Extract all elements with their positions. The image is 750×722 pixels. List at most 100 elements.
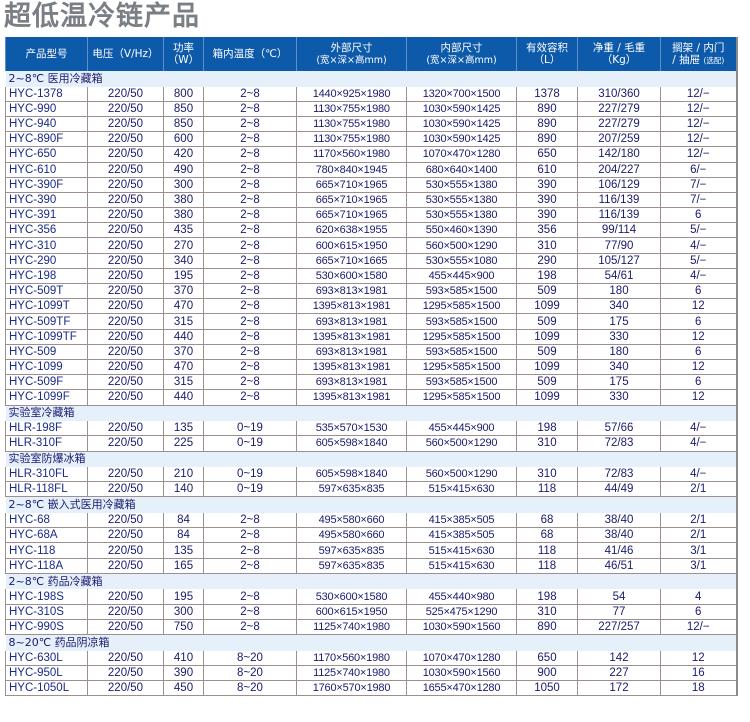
cell-temperature: 2~8: [203, 542, 297, 559]
cell-volume: 310: [516, 467, 578, 483]
header-temperature: 箱内温度（℃）: [203, 37, 297, 71]
cell-weight: 46/51: [577, 558, 661, 574]
cell-inner-size: 515×415×630: [406, 481, 517, 498]
cell-outer-size: 597×635×835: [296, 542, 407, 559]
table-row: HYC-950L 220/50 390 8~20 1125×740×1980 1030×5…: [5, 665, 737, 681]
cell-model: HYC-1099F: [5, 389, 88, 406]
cell-temperature: 8~20: [203, 665, 297, 681]
cell-weight: 106/129: [577, 177, 661, 193]
cell-voltage: 220/50: [87, 389, 164, 406]
table-row: HYC-198S 220/50 195 2~8 530×600×1580 455×440×…: [5, 589, 737, 605]
cell-power: 84: [163, 513, 204, 529]
cell-volume: 118: [516, 558, 578, 574]
cell-inner-size: 415×385×505: [406, 513, 517, 529]
cell-volume: 290: [516, 253, 578, 269]
cell-temperature: 2~8: [203, 146, 297, 163]
cell-temperature: 0~19: [203, 435, 297, 452]
cell-volume: 1099: [516, 329, 578, 345]
cell-voltage: 220/50: [87, 359, 164, 376]
cell-inner-size: 515×415×630: [406, 542, 517, 559]
cell-volume: 310: [516, 237, 578, 254]
cell-outer-size: 597×635×835: [296, 481, 407, 498]
cell-inner-size: 550×460×1390: [406, 222, 517, 239]
cell-outer-size: 1170×560×1980: [296, 650, 407, 666]
cell-voltage: 220/50: [87, 162, 164, 178]
cell-temperature: 2~8: [203, 513, 297, 529]
cell-voltage: 220/50: [87, 222, 164, 239]
cell-inner-size: 593×585×1500: [406, 374, 517, 391]
cell-voltage: 220/50: [87, 619, 164, 635]
table-row: HYC-1050L 220/50 450 8~20 1760×570×1980 1655×…: [5, 680, 737, 697]
cell-outer-size: 1130×755×1980: [296, 131, 407, 148]
cell-outer-size: 1130×755×1980: [296, 101, 407, 117]
table-row: HYC-118 220/50 135 2~8 597×635×835 515×415×63…: [5, 542, 737, 559]
group-header-row: 实验室冷藏箱: [5, 405, 737, 422]
table-row: HYC-391 220/50 380 2~8 665×710×1965 530×555×1…: [5, 207, 737, 224]
cell-inner-size: 560×500×1290: [406, 467, 517, 483]
page-title: 超低温冷链产品: [4, 1, 200, 32]
cell-weight: 105/127: [577, 253, 661, 269]
cell-model: HYC-509F: [5, 374, 88, 391]
cell-outer-size: 1395×813×1981: [296, 359, 407, 376]
table-row: HYC-509T 220/50 370 2~8 693×813×1981 593×585×…: [5, 283, 737, 300]
cell-shelf: 6: [660, 313, 737, 330]
cell-voltage: 220/50: [87, 558, 164, 574]
cell-temperature: 2~8: [203, 313, 297, 330]
cell-inner-size: 530×555×1380: [406, 192, 517, 209]
cell-weight: 38/40: [577, 513, 661, 529]
cell-power: 165: [163, 558, 204, 574]
cell-outer-size: 530×600×1580: [296, 268, 407, 285]
cell-model: HYC-118: [5, 542, 88, 559]
cell-shelf: 4: [660, 589, 737, 605]
cell-voltage: 220/50: [87, 131, 164, 148]
cell-temperature: 2~8: [203, 131, 297, 148]
cell-volume: 509: [516, 283, 578, 300]
cell-shelf: 12: [660, 650, 737, 666]
cell-model: HYC-198: [5, 268, 88, 285]
cell-power: 420: [163, 146, 204, 163]
table-row: HYC-310 220/50 270 2~8 600×615×1950 560×500×1…: [5, 237, 737, 254]
cell-voltage: 220/50: [87, 665, 164, 681]
cell-voltage: 220/50: [87, 86, 164, 102]
cell-voltage: 220/50: [87, 298, 164, 315]
cell-shelf: 4/−: [660, 237, 737, 254]
cell-temperature: 2~8: [203, 589, 297, 605]
cell-voltage: 220/50: [87, 421, 164, 437]
cell-weight: 142: [577, 650, 661, 666]
cell-shelf: 12/−: [660, 86, 737, 102]
cell-volume: 118: [516, 542, 578, 559]
table-row: HLR-310FL 220/50 210 0~19 605×598×1840 560×50…: [5, 467, 737, 483]
cell-model: HYC-310: [5, 237, 88, 254]
cell-weight: 340: [577, 359, 661, 376]
cell-temperature: 2~8: [203, 237, 297, 254]
cell-model: HLR-118FL: [5, 481, 88, 498]
cell-power: 195: [163, 268, 204, 285]
cell-power: 140: [163, 481, 204, 498]
cell-inner-size: 525×475×1290: [406, 604, 517, 620]
cell-weight: 204/227: [577, 162, 661, 178]
cell-voltage: 220/50: [87, 177, 164, 193]
cell-shelf: 6: [660, 604, 737, 620]
cell-power: 340: [163, 253, 204, 269]
table-row: HYC-1099T 220/50 470 2~8 1395×813×1981 1295×5…: [5, 298, 737, 315]
cell-voltage: 220/50: [87, 513, 164, 529]
cell-shelf: 4/−: [660, 435, 737, 452]
cell-weight: 142/180: [577, 146, 661, 163]
cell-shelf: 12: [660, 389, 737, 406]
cell-shelf: 6/−: [660, 162, 737, 178]
cell-model: HYC-890F: [5, 131, 88, 148]
cell-weight: 77/90: [577, 237, 661, 254]
cell-temperature: 2~8: [203, 344, 297, 360]
cell-weight: 41/46: [577, 542, 661, 559]
table-row: HYC-1378 220/50 800 2~8 1440×925×1980 1320×70…: [5, 86, 737, 102]
cell-power: 270: [163, 237, 204, 254]
cell-weight: 99/114: [577, 222, 661, 239]
cell-temperature: 2~8: [203, 116, 297, 133]
cell-weight: 180: [577, 283, 661, 300]
cell-weight: 340: [577, 298, 661, 315]
cell-power: 300: [163, 604, 204, 620]
group-title: 2~8℃ 嵌入式医用冷藏箱: [5, 496, 737, 514]
cell-inner-size: 415×385×505: [406, 527, 517, 544]
cell-model: HYC-1050L: [5, 680, 88, 697]
cell-model: HYC-1378: [5, 86, 88, 102]
